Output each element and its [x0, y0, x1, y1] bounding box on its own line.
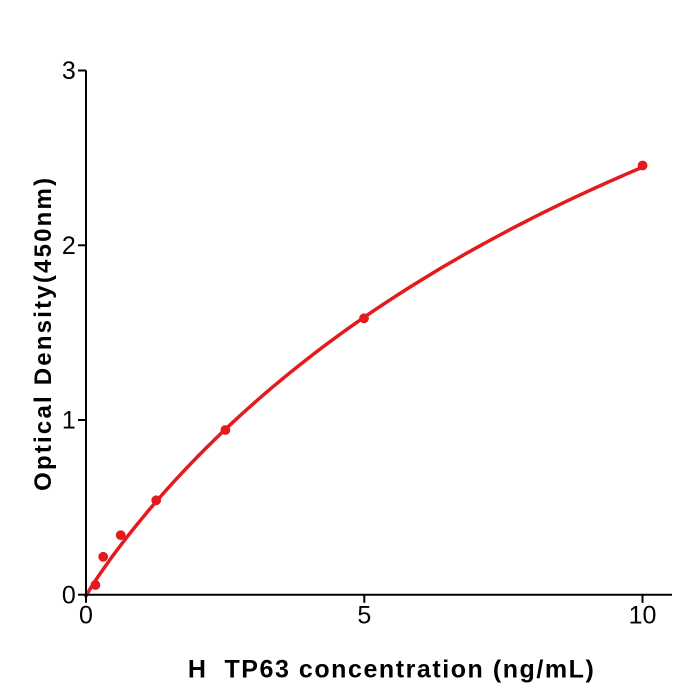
svg-text:10: 10 — [629, 602, 657, 630]
svg-text:2: 2 — [62, 232, 76, 260]
svg-text:Optical Density(450nm): Optical Density(450nm) — [30, 176, 57, 491]
svg-text:5: 5 — [357, 602, 371, 630]
svg-text:H TP63 concentration (ng/mL): H TP63 concentration (ng/mL) — [188, 655, 595, 683]
svg-text:0: 0 — [79, 602, 93, 630]
svg-text:3: 3 — [62, 57, 76, 85]
svg-text:1: 1 — [62, 407, 76, 435]
svg-text:0: 0 — [62, 581, 76, 609]
